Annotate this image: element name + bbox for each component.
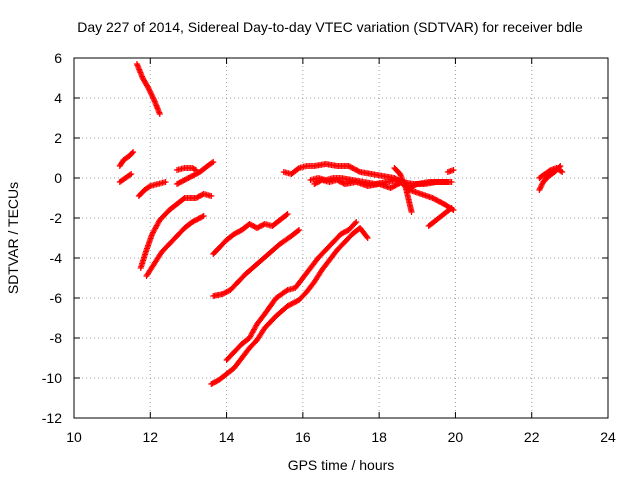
data-marks <box>116 61 566 387</box>
y-tick-label: 4 <box>54 90 62 106</box>
data-point-marker <box>148 91 155 98</box>
y-axis-label: SDTVAR / TECUs <box>5 182 21 294</box>
data-point-marker <box>146 183 153 190</box>
data-point-marker <box>128 171 135 177</box>
data-point-marker <box>352 220 359 227</box>
data-point-marker <box>150 95 157 102</box>
data-point-marker <box>146 87 153 94</box>
axis-ticks <box>73 57 609 419</box>
x-tick-label: 14 <box>219 429 235 445</box>
data-point-marker <box>355 168 362 175</box>
x-axis-label: GPS time / hours <box>288 457 395 473</box>
data-point-marker <box>363 233 370 240</box>
data-point-marker <box>283 211 290 218</box>
chart-title: Day 227 of 2014, Sidereal Day-to-day VTE… <box>77 19 583 35</box>
data-point-marker <box>210 159 217 165</box>
data-point-marker <box>283 287 290 294</box>
data-point-marker <box>146 86 153 93</box>
plot-frame <box>73 57 609 419</box>
x-tick-label: 16 <box>295 429 311 445</box>
y-tick-label: 6 <box>54 50 62 66</box>
data-point-marker <box>149 93 156 99</box>
y-tick-labels: -12 -10 -8 -6 -4 -2 0 2 4 6 <box>42 50 62 426</box>
x-tick-label: 24 <box>600 429 616 445</box>
y-tick-label: 2 <box>54 130 62 146</box>
data-point-marker <box>538 181 545 188</box>
y-tick-label: 0 <box>54 170 62 186</box>
data-point-marker <box>364 235 371 241</box>
data-point-marker <box>538 183 545 189</box>
data-point-marker <box>558 168 565 175</box>
data-point-marker <box>450 167 457 173</box>
x-tick-label: 18 <box>371 429 387 445</box>
y-tick-label: -12 <box>42 410 62 426</box>
data-point-marker <box>129 150 136 156</box>
data-point-marker <box>284 211 291 217</box>
y-tick-label: -4 <box>50 250 63 266</box>
data-point-marker <box>536 185 543 192</box>
grid-lines <box>74 58 608 418</box>
data-point-marker <box>294 227 301 234</box>
data-point-marker <box>294 165 301 172</box>
data-point-marker <box>447 205 454 212</box>
data-point-marker <box>162 179 169 185</box>
data-point-marker <box>127 171 134 178</box>
y-tick-label: -10 <box>42 370 62 386</box>
data-point-marker <box>145 85 152 91</box>
data-point-marker <box>296 227 303 233</box>
data-point-marker <box>200 213 207 219</box>
y-tick-label: -2 <box>50 210 63 226</box>
data-point-marker <box>149 94 156 101</box>
x-tick-label: 20 <box>448 429 464 445</box>
data-point-marker <box>156 111 163 117</box>
y-tick-label: -6 <box>50 290 63 306</box>
data-point-marker <box>559 169 566 175</box>
data-point-marker <box>408 209 415 215</box>
data-point-marker <box>444 179 451 185</box>
data-point-marker <box>208 193 215 199</box>
data-point-marker <box>537 184 544 191</box>
data-point-marker <box>209 159 216 166</box>
y-tick-label: -8 <box>50 330 63 346</box>
data-point-marker <box>130 149 137 155</box>
x-tick-label: 12 <box>142 429 158 445</box>
x-tick-label: 10 <box>66 429 82 445</box>
data-point-marker <box>147 89 154 95</box>
data-point-marker <box>448 205 455 211</box>
x-tick-labels: 10 12 14 16 18 20 22 24 <box>66 429 616 445</box>
x-tick-label: 22 <box>524 429 540 445</box>
data-point-marker <box>353 219 360 225</box>
data-point-marker <box>147 90 154 97</box>
data-point-marker <box>199 213 206 220</box>
data-point-marker <box>191 166 198 173</box>
data-point-marker <box>536 187 543 193</box>
